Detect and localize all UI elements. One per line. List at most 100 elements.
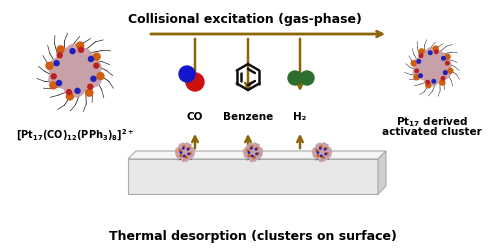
Circle shape [188, 148, 190, 150]
Circle shape [324, 148, 332, 155]
Circle shape [179, 67, 195, 83]
Circle shape [288, 72, 302, 86]
Circle shape [181, 154, 189, 162]
Circle shape [51, 74, 56, 80]
Text: activated cluster: activated cluster [382, 126, 482, 136]
Circle shape [411, 62, 416, 66]
Circle shape [439, 68, 450, 79]
Circle shape [56, 56, 74, 74]
Circle shape [184, 156, 185, 157]
Circle shape [76, 43, 84, 50]
Circle shape [66, 45, 84, 63]
Circle shape [94, 64, 99, 69]
Circle shape [414, 76, 419, 80]
Circle shape [190, 153, 191, 155]
Circle shape [418, 56, 432, 69]
Circle shape [441, 77, 445, 81]
Circle shape [320, 144, 328, 152]
Circle shape [247, 150, 248, 152]
Circle shape [66, 90, 71, 95]
Circle shape [256, 148, 258, 150]
Circle shape [426, 48, 438, 61]
Circle shape [324, 149, 326, 150]
Circle shape [312, 148, 320, 155]
Circle shape [176, 150, 185, 159]
Text: Thermal desorption (clusters on surface): Thermal desorption (clusters on surface) [109, 229, 397, 242]
Circle shape [325, 148, 327, 150]
Circle shape [182, 148, 184, 150]
Circle shape [318, 154, 326, 162]
Circle shape [244, 148, 251, 155]
Circle shape [183, 144, 192, 152]
Circle shape [70, 72, 90, 92]
Circle shape [426, 81, 430, 85]
Circle shape [46, 63, 53, 70]
Circle shape [248, 155, 250, 157]
Circle shape [97, 73, 104, 80]
Circle shape [75, 65, 99, 89]
Circle shape [316, 144, 324, 152]
Circle shape [64, 76, 86, 98]
Circle shape [76, 56, 94, 74]
Circle shape [250, 148, 252, 150]
Circle shape [313, 150, 322, 159]
Circle shape [422, 58, 442, 78]
Circle shape [300, 72, 314, 86]
Circle shape [434, 51, 438, 54]
Circle shape [91, 77, 96, 82]
Circle shape [249, 154, 257, 162]
Circle shape [179, 146, 191, 158]
Circle shape [61, 58, 89, 86]
Circle shape [421, 68, 436, 82]
Circle shape [178, 144, 187, 152]
Circle shape [432, 80, 436, 84]
Circle shape [419, 51, 435, 67]
Circle shape [50, 82, 57, 89]
Circle shape [70, 50, 75, 54]
Circle shape [448, 69, 453, 74]
Circle shape [187, 148, 194, 155]
Circle shape [75, 89, 80, 94]
Text: $\mathbf{[Pt_{17}(CO)_{12}(PPh_3)_8]^{2+}}$: $\mathbf{[Pt_{17}(CO)_{12}(PPh_3)_8]^{2+… [16, 128, 134, 143]
Circle shape [248, 152, 250, 154]
Text: Benzene: Benzene [223, 112, 273, 122]
Circle shape [88, 85, 93, 90]
Circle shape [256, 154, 257, 155]
Circle shape [426, 84, 431, 88]
Circle shape [251, 144, 260, 152]
Polygon shape [128, 159, 378, 194]
Circle shape [85, 72, 101, 88]
Circle shape [54, 62, 59, 66]
Circle shape [317, 155, 319, 157]
Circle shape [429, 51, 445, 67]
Circle shape [81, 59, 101, 79]
Circle shape [428, 52, 432, 55]
Circle shape [419, 50, 424, 55]
Circle shape [185, 150, 194, 159]
Circle shape [60, 72, 80, 92]
Circle shape [417, 60, 420, 64]
Circle shape [325, 154, 326, 155]
Circle shape [246, 144, 255, 152]
Circle shape [57, 47, 64, 54]
Circle shape [186, 157, 187, 158]
Circle shape [442, 57, 446, 61]
Circle shape [414, 68, 425, 79]
Text: $\mathbf{Pt_{17}}$ derived: $\mathbf{Pt_{17}}$ derived [396, 114, 468, 128]
Circle shape [322, 157, 324, 158]
Circle shape [71, 49, 93, 71]
Circle shape [180, 155, 182, 157]
Circle shape [179, 150, 180, 152]
Circle shape [414, 63, 432, 80]
Circle shape [320, 148, 321, 150]
Circle shape [251, 146, 252, 148]
Circle shape [440, 81, 445, 86]
Circle shape [78, 48, 84, 53]
Circle shape [88, 57, 94, 62]
Circle shape [180, 152, 182, 154]
Circle shape [186, 74, 204, 92]
Circle shape [418, 74, 422, 78]
Circle shape [415, 70, 418, 73]
Polygon shape [128, 152, 386, 159]
Circle shape [256, 148, 262, 155]
